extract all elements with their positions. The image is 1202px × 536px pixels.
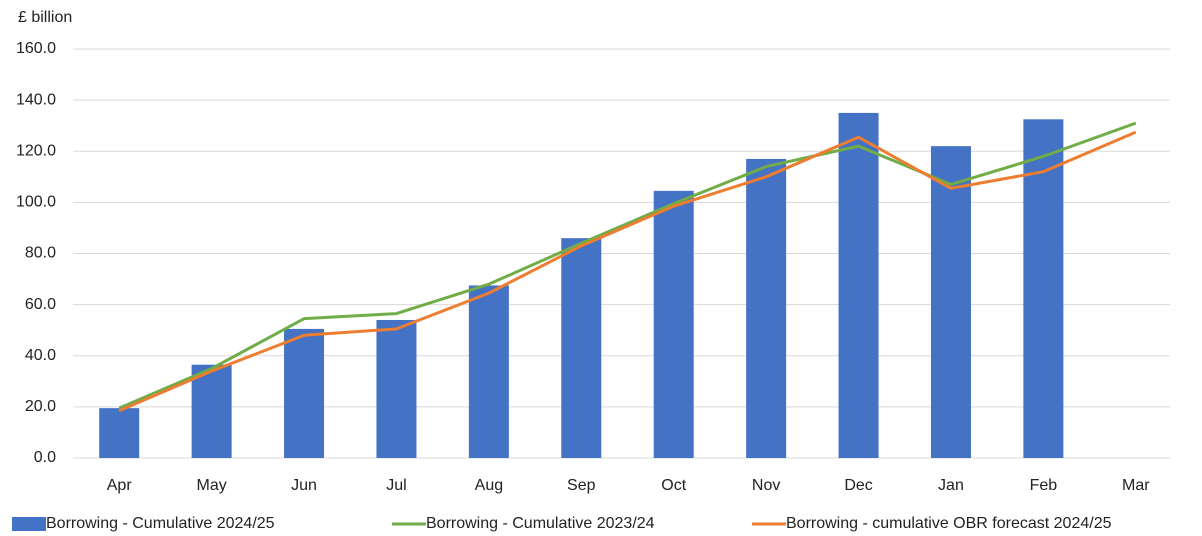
y-tick-label: 60.0 (25, 296, 56, 313)
x-tick-label: Apr (107, 477, 133, 494)
bar (653, 190, 694, 458)
y-tick-label: 160.0 (16, 40, 56, 57)
x-tick-label: Aug (475, 477, 503, 494)
x-tick-label: Jun (291, 477, 317, 494)
y-tick-label: 0.0 (34, 449, 56, 466)
y-tick-label: 80.0 (25, 245, 56, 262)
x-tick-label: Oct (661, 477, 686, 494)
bar (99, 408, 140, 458)
x-tick-label: Jul (386, 477, 406, 494)
x-tick-label: May (197, 477, 227, 494)
legend-swatch (12, 517, 46, 531)
bar (376, 319, 417, 458)
line (118, 130, 1137, 413)
y-tick-label: 40.0 (25, 347, 56, 364)
legend-label: Borrowing - cumulative OBR forecast 2024… (786, 515, 1112, 532)
y-tick-label: 120.0 (16, 142, 56, 159)
bar (468, 285, 509, 458)
bar (284, 328, 325, 458)
legend-label: Borrowing - Cumulative 2024/25 (46, 515, 275, 532)
y-tick-label: 140.0 (16, 91, 56, 108)
x-tick-label: Mar (1122, 477, 1150, 494)
legend-label: Borrowing - Cumulative 2023/24 (426, 515, 655, 532)
bar (930, 146, 971, 458)
bar (191, 364, 232, 458)
x-tick-label: Jan (938, 477, 964, 494)
line (118, 121, 1137, 410)
x-tick-label: Feb (1030, 477, 1058, 494)
bar (746, 158, 787, 458)
y-tick-label: 20.0 (25, 398, 56, 415)
x-tick-label: Nov (752, 477, 780, 494)
y-axis-label: £ billion (18, 9, 72, 26)
x-tick-label: Dec (844, 477, 872, 494)
bar (561, 238, 602, 458)
bar (1023, 119, 1064, 458)
bar (838, 112, 879, 458)
x-tick-label: Sep (567, 477, 596, 494)
y-tick-label: 100.0 (16, 194, 56, 211)
